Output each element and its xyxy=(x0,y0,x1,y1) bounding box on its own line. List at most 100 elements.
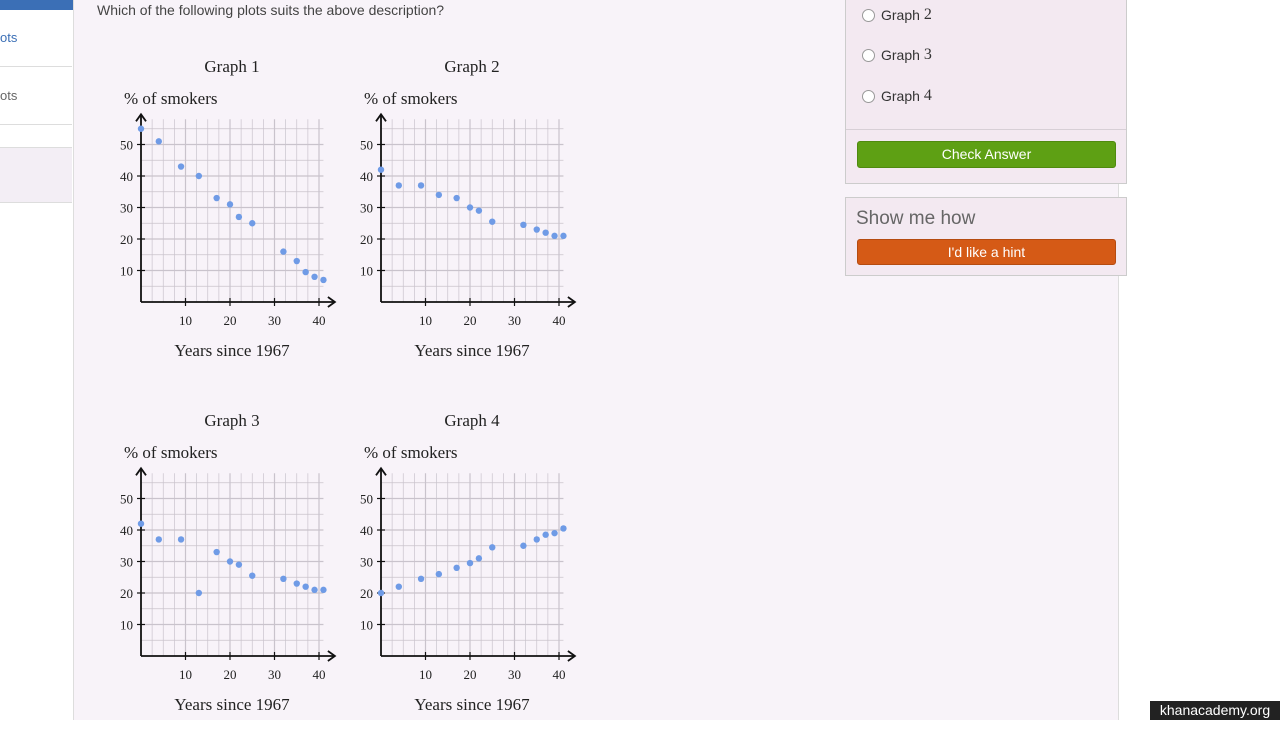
option-number: 4 xyxy=(923,87,932,104)
y-tick-label: 10 xyxy=(360,618,373,633)
data-point xyxy=(560,525,567,532)
data-point xyxy=(453,564,460,571)
y-tick-label: 40 xyxy=(120,523,133,538)
x-axis-arrow xyxy=(327,650,337,662)
x-axis-arrow xyxy=(567,296,577,308)
data-point xyxy=(435,191,443,199)
graph-title: Graph 4 xyxy=(444,411,500,430)
data-point xyxy=(155,536,162,543)
data-point xyxy=(533,536,540,543)
y-tick-label: 50 xyxy=(360,492,373,507)
scatter-plot: 10 20 30 40 10 20 30 40 50 xyxy=(120,466,337,682)
y-tick-label: 20 xyxy=(120,232,133,247)
answer-panel: Graph 2 Graph 3 Graph 4 Check Answer xyxy=(845,0,1127,184)
y-tick-label: 20 xyxy=(360,586,373,601)
scatter-plot: 10 20 30 40 10 20 30 40 50 xyxy=(120,112,337,328)
radio-button[interactable] xyxy=(862,48,875,62)
y-tick-label: 10 xyxy=(120,264,133,279)
graph-title: Graph 1 xyxy=(204,57,260,76)
x-axis-arrow xyxy=(567,650,577,662)
sidebar-item-b[interactable]: ots xyxy=(0,88,18,103)
x-axis-label: Years since 1967 xyxy=(414,341,530,360)
x-tick-label: 40 xyxy=(553,313,566,328)
data-point xyxy=(395,583,402,590)
y-tick-label: 40 xyxy=(360,523,373,538)
data-point xyxy=(311,586,318,594)
graph-4: 10 20 30 40 10 20 30 40 50 Graph 4 % of smokers … xyxy=(352,411,592,731)
graph-3: 10 20 30 40 10 20 30 40 50 Graph 3 % of smokers … xyxy=(112,411,352,731)
y-axis-arrow xyxy=(135,466,147,476)
data-point xyxy=(489,544,496,551)
sidebar-item-a[interactable]: ots xyxy=(0,30,18,45)
sidebar-topbar xyxy=(0,0,73,10)
radio-button[interactable] xyxy=(862,89,875,103)
x-axis-label: Years since 1967 xyxy=(174,341,290,360)
y-axis-label: % of smokers xyxy=(124,89,218,108)
data-point xyxy=(137,520,145,527)
scatter-plot: 10 20 30 40 10 20 30 40 50 xyxy=(360,466,577,682)
hint-title: Show me how xyxy=(856,208,976,229)
y-axis-label: % of smokers xyxy=(364,443,458,462)
data-point xyxy=(320,276,327,284)
x-tick-label: 10 xyxy=(179,667,192,682)
y-tick-label: 40 xyxy=(120,169,133,184)
data-point xyxy=(395,182,402,189)
option-graph-3[interactable]: Graph 3 xyxy=(862,46,932,64)
data-point xyxy=(226,558,234,565)
y-tick-label: 30 xyxy=(360,555,373,570)
x-tick-label: 10 xyxy=(419,667,432,682)
sidebar-item-c[interactable] xyxy=(0,147,72,203)
y-tick-label: 50 xyxy=(360,138,373,153)
x-tick-label: 20 xyxy=(224,667,237,682)
y-tick-label: 30 xyxy=(120,555,133,570)
x-tick-label: 40 xyxy=(553,667,566,682)
option-graph-4[interactable]: Graph 4 xyxy=(862,87,932,105)
y-tick-label: 30 xyxy=(360,201,373,216)
x-axis-arrow xyxy=(327,296,337,308)
option-label: Graph xyxy=(881,47,920,63)
y-tick-label: 40 xyxy=(360,169,373,184)
x-tick-label: 30 xyxy=(268,667,281,682)
data-point xyxy=(560,232,567,240)
x-tick-label: 40 xyxy=(313,667,326,682)
data-point xyxy=(137,125,145,132)
radio-button[interactable] xyxy=(862,8,875,22)
option-label: Graph xyxy=(881,7,920,23)
data-point xyxy=(293,257,300,265)
graph-title: Graph 2 xyxy=(444,57,500,76)
data-point xyxy=(551,232,558,240)
data-point xyxy=(417,182,425,189)
question-text: Which of the following plots suits the a… xyxy=(97,2,445,18)
data-point xyxy=(466,204,474,211)
data-point xyxy=(280,575,287,583)
data-point xyxy=(177,163,185,170)
option-graph-2[interactable]: Graph 2 xyxy=(862,6,932,24)
check-answer-button[interactable]: Check Answer xyxy=(857,141,1116,168)
x-axis-label: Years since 1967 xyxy=(174,695,290,714)
x-tick-label: 40 xyxy=(313,313,326,328)
x-axis-label: Years since 1967 xyxy=(414,695,530,714)
y-tick-label: 10 xyxy=(360,264,373,279)
data-point xyxy=(520,221,527,229)
graph-title: Graph 3 xyxy=(204,411,260,430)
data-point xyxy=(226,201,234,208)
x-tick-label: 30 xyxy=(268,313,281,328)
data-point xyxy=(213,548,220,556)
data-point xyxy=(155,138,162,145)
hint-button[interactable]: I'd like a hint xyxy=(857,239,1116,265)
data-point xyxy=(249,572,256,579)
panel-divider xyxy=(846,129,1126,130)
x-tick-label: 30 xyxy=(508,313,521,328)
hint-panel: Show me how I'd like a hint xyxy=(845,197,1127,276)
data-point xyxy=(177,536,185,543)
data-point xyxy=(195,589,203,597)
data-point xyxy=(311,273,318,280)
x-tick-label: 20 xyxy=(464,667,477,682)
data-point xyxy=(302,583,309,590)
data-point xyxy=(377,166,385,173)
data-point xyxy=(417,575,425,583)
y-tick-label: 10 xyxy=(120,618,133,633)
y-tick-label: 30 xyxy=(120,201,133,216)
data-point xyxy=(475,207,483,214)
data-point xyxy=(542,229,549,236)
